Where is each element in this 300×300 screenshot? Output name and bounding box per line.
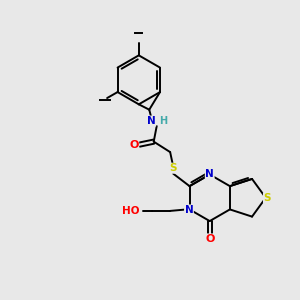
Text: HO: HO xyxy=(122,206,140,216)
Text: N: N xyxy=(184,205,193,215)
Text: S: S xyxy=(263,193,271,203)
Text: S: S xyxy=(169,163,177,173)
Text: O: O xyxy=(205,234,214,244)
Text: H: H xyxy=(159,116,167,126)
Text: N: N xyxy=(205,169,214,178)
Text: N: N xyxy=(147,116,156,126)
Text: O: O xyxy=(129,140,139,150)
